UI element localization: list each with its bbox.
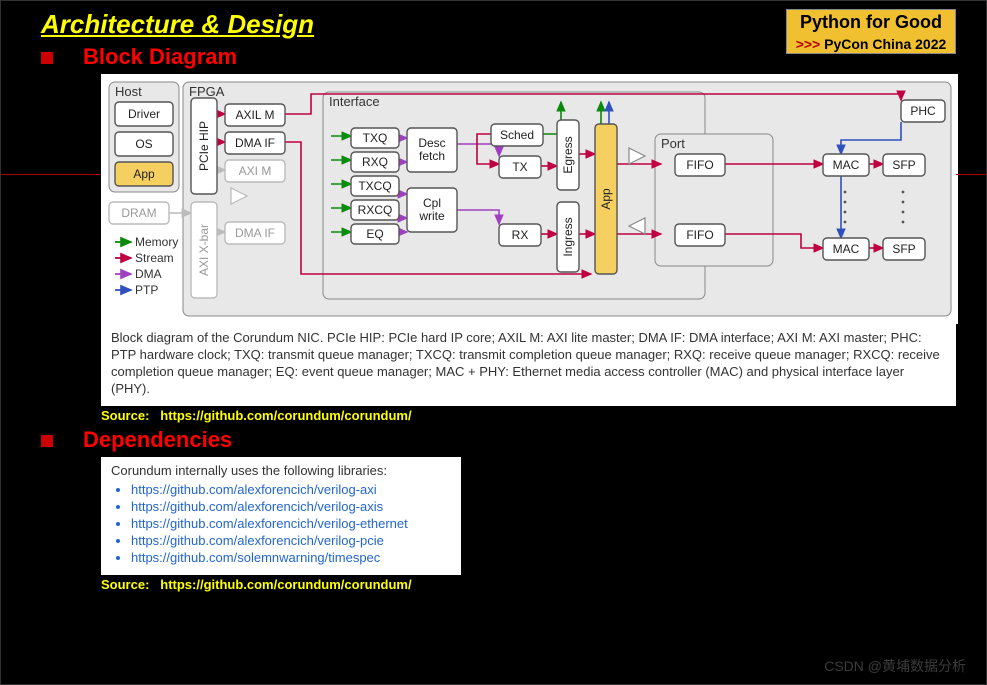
svg-text:TX: TX	[512, 160, 527, 174]
svg-text:Port: Port	[661, 136, 685, 151]
svg-text:RX: RX	[512, 228, 529, 242]
svg-text:FIFO: FIFO	[686, 158, 713, 172]
svg-text:FPGA: FPGA	[189, 84, 225, 99]
svg-text:PHC: PHC	[910, 104, 936, 118]
svg-text:MAC: MAC	[833, 158, 860, 172]
svg-text:EQ: EQ	[366, 227, 383, 241]
svg-text:Sched: Sched	[500, 128, 534, 142]
svg-text:SFP: SFP	[892, 158, 915, 172]
dep-link[interactable]: https://github.com/alexforencich/verilog…	[131, 482, 451, 497]
source-url[interactable]: https://github.com/corundum/corundum/	[160, 408, 411, 423]
watermark: CSDN @黄埔数据分析	[824, 656, 966, 676]
block-diagram-figure: Host FPGA Interface Port Driver OS App DRAM PCIe…	[101, 74, 956, 406]
svg-text:DRAM: DRAM	[121, 206, 156, 220]
svg-text:AXI M: AXI M	[239, 164, 272, 178]
svg-text:AXI X-bar: AXI X-bar	[197, 224, 211, 276]
svg-text:Ingress: Ingress	[561, 217, 575, 256]
svg-text:Host: Host	[115, 84, 142, 99]
decor-line-right	[956, 174, 986, 175]
svg-text:TXQ: TXQ	[363, 131, 388, 145]
block-diagram-svg: Host FPGA Interface Port Driver OS App DRAM PCIe…	[101, 74, 958, 324]
dep-link[interactable]: https://github.com/solemnwarning/timespe…	[131, 550, 451, 565]
svg-text:AXIL M: AXIL M	[236, 108, 275, 122]
section-title: Dependencies	[83, 427, 232, 453]
svg-text:PCIe HIP: PCIe HIP	[197, 121, 211, 171]
deps-intro: Corundum internally uses the following l…	[111, 463, 451, 478]
dep-link[interactable]: https://github.com/alexforencich/verilog…	[131, 516, 451, 531]
svg-text:RXQ: RXQ	[362, 155, 388, 169]
dep-link[interactable]: https://github.com/alexforencich/verilog…	[131, 533, 451, 548]
svg-text:Driver: Driver	[128, 107, 160, 121]
section-title: Block Diagram	[83, 44, 237, 70]
bullet-icon	[41, 52, 53, 64]
svg-text:DMA IF: DMA IF	[235, 226, 275, 240]
svg-text:SFP: SFP	[892, 242, 915, 256]
svg-text:Descfetch: Descfetch	[418, 136, 445, 163]
deps-list: https://github.com/alexforencich/verilog…	[131, 482, 451, 565]
svg-text:TXCQ: TXCQ	[358, 179, 391, 193]
slide: Python for Good >>> PyCon China 2022 Arc…	[0, 0, 987, 685]
event-badge: Python for Good >>> PyCon China 2022	[786, 9, 956, 54]
svg-text:Egress: Egress	[561, 136, 575, 173]
section-dependencies: Dependencies	[41, 427, 986, 453]
badge-line1: Python for Good	[787, 10, 955, 35]
svg-text:Cplwrite: Cplwrite	[418, 196, 445, 223]
badge-line2: >>> PyCon China 2022	[787, 35, 955, 53]
dependencies-box: Corundum internally uses the following l…	[101, 457, 461, 575]
bullet-icon	[41, 435, 53, 447]
figure-caption: Block diagram of the Corundum NIC. PCIe …	[101, 324, 956, 406]
source-1: Source: https://github.com/corundum/coru…	[101, 408, 986, 423]
decor-line-left	[1, 174, 101, 175]
svg-text:App: App	[133, 167, 155, 181]
svg-text:DMA IF: DMA IF	[235, 136, 275, 150]
source-2: Source: https://github.com/corundum/coru…	[101, 577, 986, 592]
svg-text:FIFO: FIFO	[686, 228, 713, 242]
svg-text:App: App	[599, 188, 613, 210]
svg-text:PTP: PTP	[135, 283, 158, 297]
svg-text:Memory: Memory	[135, 235, 178, 249]
svg-text:Interface: Interface	[329, 94, 380, 109]
svg-text:Stream: Stream	[135, 251, 174, 265]
svg-text:RXCQ: RXCQ	[358, 203, 393, 217]
svg-text:OS: OS	[135, 137, 152, 151]
svg-text:MAC: MAC	[833, 242, 860, 256]
source-url[interactable]: https://github.com/corundum/corundum/	[160, 577, 411, 592]
svg-text:DMA: DMA	[135, 267, 162, 281]
dep-link[interactable]: https://github.com/alexforencich/verilog…	[131, 499, 451, 514]
